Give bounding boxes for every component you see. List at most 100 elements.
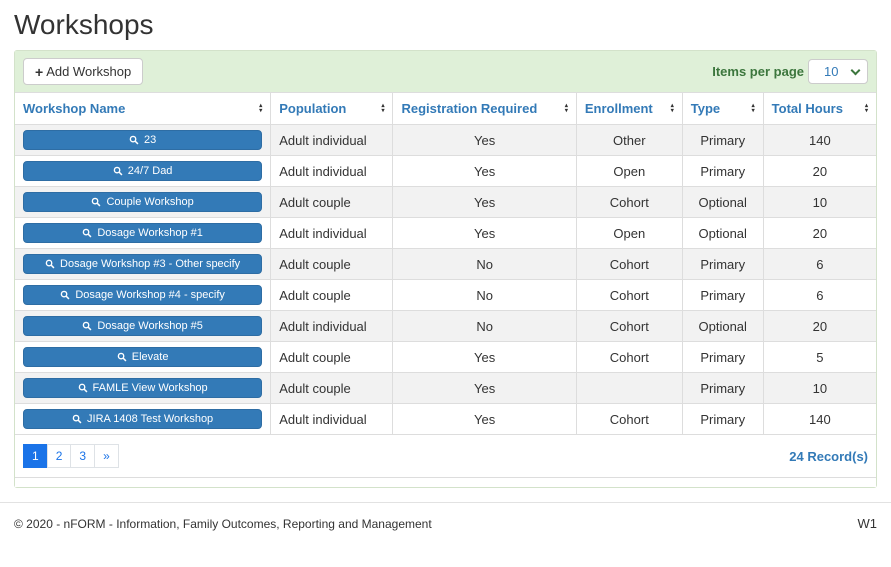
column-label: Total Hours [771,101,843,116]
plus-icon: + [35,63,44,80]
enrollment-cell: Cohort [575,279,683,311]
type-cell: Primary [681,372,764,404]
items-per-page-label: Items per page [712,64,804,79]
table-row: JIRA 1408 Test Workshop Adult individual Y… [15,403,876,435]
workshop-name-label: Dosage Workshop #4 - specify [75,289,225,301]
population-cell: Adult individual [270,155,394,187]
column-label: Enrollment [584,101,653,116]
population-cell: Adult couple [270,341,394,373]
workshop-name-button[interactable]: JIRA 1408 Test Workshop [23,409,263,429]
enrollment-cell: Cohort [575,310,683,342]
sort-icon[interactable]: ▴ ▾ [381,102,385,114]
pagination-row: 1 2 3» 24 Record(s) [15,435,876,478]
registration-required-cell: Yes [392,372,577,404]
workshop-name-button[interactable]: Dosage Workshop #3 - Other specify [23,254,263,274]
workshop-name-label: Elevate [131,351,169,363]
workshop-name-label: JIRA 1408 Test Workshop [87,413,214,425]
type-cell: Primary [681,403,764,435]
workshop-name-cell: 24/7 Dad [15,155,272,187]
column-label: Population [279,101,347,116]
pagination-page-1[interactable]: 1 [23,444,48,468]
sort-icon[interactable]: ▴ ▾ [864,102,868,114]
footer-copyright: © 2020 - nFORM - Information, Family Out… [14,516,432,531]
registration-required-cell: Yes [392,186,577,218]
total-hours-cell: 140 [762,403,876,435]
magnifier-icon [117,352,127,362]
column-header-workshop-name[interactable]: Workshop Name ▴ ▾ [15,92,272,125]
enrollment-cell [575,372,683,404]
enrollment-cell: Other [575,124,683,156]
population-cell: Adult individual [270,403,394,435]
footer: © 2020 - nFORM - Information, Family Out… [0,503,891,544]
pagination-page-3[interactable]: 3 [70,444,96,468]
population-cell: Adult couple [270,279,394,311]
column-header-total-hours[interactable]: Total Hours ▴ ▾ [762,92,876,125]
toolbar: + Add Workshop Items per page 10 [15,51,876,92]
table-row: 23 Adult individual Yes Other Primary 140 [15,124,876,156]
pagination-next-button[interactable]: » [94,444,119,468]
total-hours-cell: 10 [762,186,876,218]
enrollment-cell: Cohort [575,403,683,435]
workshop-name-button[interactable]: Dosage Workshop #5 [23,316,263,336]
magnifier-icon [78,383,87,393]
sort-icon[interactable]: ▴ ▾ [751,102,755,114]
items-per-page: Items per page 10 [712,59,868,84]
total-hours-cell: 6 [762,248,876,280]
workshop-name-cell: Elevate [15,341,272,373]
page-title: Workshops [14,9,154,40]
population-cell: Adult individual [270,310,394,342]
column-header-type[interactable]: Type ▴ ▾ [681,92,764,125]
workshop-name-button[interactable]: 23 [23,130,263,150]
workshop-name-button[interactable]: Dosage Workshop #1 [23,223,263,243]
column-header-registration-required[interactable]: Registration Required ▴ ▾ [392,92,577,125]
table-header-row: Workshop Name ▴ ▾ Population ▴ ▾ Registration … [15,92,876,125]
workshop-name-button[interactable]: 24/7 Dad [23,161,263,181]
panel-bottom-pad [15,478,876,487]
table-row: 24/7 Dad Adult individual Yes Open Primary 20 [15,155,876,187]
total-hours-cell: 20 [762,217,876,249]
workshop-name-button[interactable]: Elevate [23,347,263,367]
registration-required-cell: No [392,248,577,280]
magnifier-icon [72,414,82,424]
type-cell: Optional [681,310,764,342]
sort-icon[interactable]: ▴ ▾ [564,102,568,114]
workshop-name-label: FAMLE View Workshop [92,382,208,394]
total-hours-cell: 140 [762,124,876,156]
table-body: 23 Adult individual Yes Other Primary 140 24/7… [15,124,876,435]
column-header-enrollment[interactable]: Enrollment ▴ ▾ [575,92,683,125]
pagination-page-2[interactable]: 2 [46,444,72,468]
type-cell: Primary [681,341,764,373]
workshop-name-button[interactable]: Dosage Workshop #4 - specify [23,285,263,305]
workshops-panel: + Add Workshop Items per page 10 Worksho… [14,50,877,488]
type-cell: Optional [681,186,764,218]
workshop-name-button[interactable]: FAMLE View Workshop [23,378,263,398]
population-cell: Adult individual [270,217,394,249]
table-row: Dosage Workshop #1 Adult individual Yes Ope… [15,217,876,249]
type-cell: Primary [681,124,764,156]
magnifier-icon [82,321,92,331]
workshop-name-label: Dosage Workshop #3 - Other specify [60,258,241,270]
magnifier-icon [82,228,92,238]
population-cell: Adult couple [270,186,394,218]
sort-icon[interactable]: ▴ ▾ [259,102,263,114]
workshops-table: Workshop Name ▴ ▾ Population ▴ ▾ Registration … [15,92,876,435]
items-per-page-select[interactable]: 10 [808,59,868,84]
records-count: 24 Record(s) [789,448,868,464]
magnifier-icon [45,259,55,269]
workshop-name-button[interactable]: Couple Workshop [23,192,263,212]
registration-required-cell: Yes [392,341,577,373]
footer-divider [0,502,891,503]
workshop-name-cell: Dosage Workshop #5 [15,310,272,342]
type-cell: Primary [681,279,764,311]
footer-version: W1 [857,516,878,531]
column-label: Workshop Name [23,101,126,116]
magnifier-icon [113,166,123,176]
table-row: FAMLE View Workshop Adult couple Yes Primar… [15,372,876,404]
column-header-population[interactable]: Population ▴ ▾ [270,92,394,125]
table-row: Couple Workshop Adult couple Yes Cohort Opti… [15,186,876,218]
workshop-name-cell: Dosage Workshop #1 [15,217,272,249]
workshop-name-cell: Couple Workshop [15,186,272,218]
add-workshop-button[interactable]: + Add Workshop [23,58,144,85]
sort-icon[interactable]: ▴ ▾ [670,102,674,114]
workshop-name-label: 23 [143,134,157,146]
